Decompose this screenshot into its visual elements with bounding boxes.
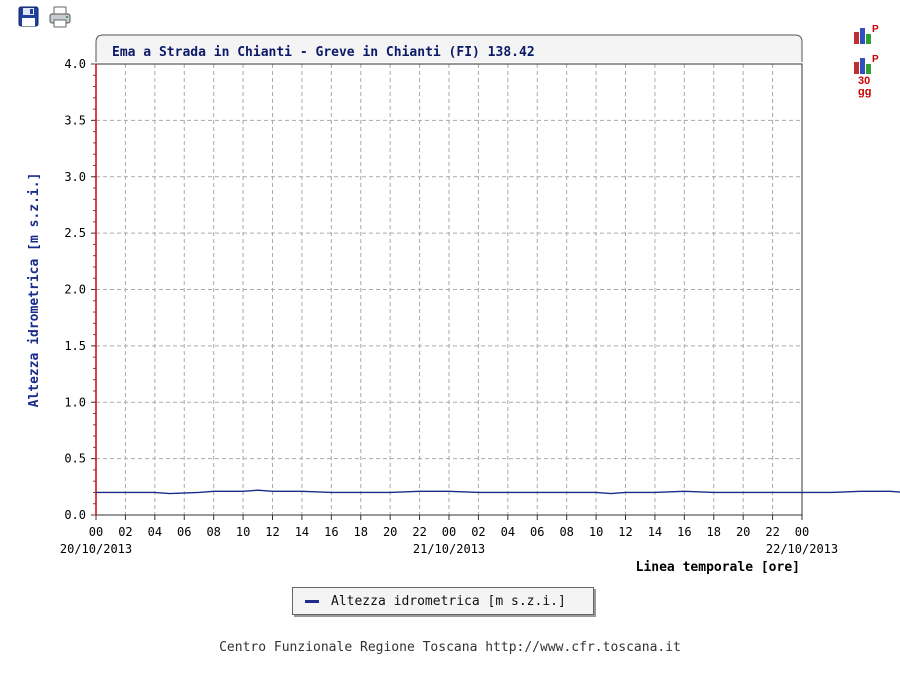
x-tick-label: 12: [618, 525, 632, 539]
x-tick-label: 04: [501, 525, 515, 539]
footer-credit: Centro Funzionale Regione Toscana http:/…: [219, 640, 681, 655]
grid-lines: [96, 64, 802, 515]
x-tick-label: 00: [795, 525, 809, 539]
x-tick-label: 16: [324, 525, 338, 539]
series-layer: [96, 489, 900, 495]
chart-title: Ema a Strada in Chianti - Greve in Chian…: [112, 45, 535, 60]
x-tick-label: 22: [765, 525, 779, 539]
superscript-p: P: [872, 24, 879, 35]
x-tick-label: 08: [206, 525, 220, 539]
y-tick-label: 4.0: [64, 57, 86, 71]
date-label: 22/10/2013: [766, 542, 838, 556]
x-tick-label: 00: [89, 525, 103, 539]
x-tick-label: 16: [677, 525, 691, 539]
x-tick-label: 12: [265, 525, 279, 539]
x-tick-label: 06: [530, 525, 544, 539]
x-tick-label: 10: [589, 525, 603, 539]
bar-chart-p-30gg-icon[interactable]: P 30 gg: [852, 52, 882, 104]
y-tick-label: 1.0: [64, 395, 86, 409]
x-tick-label: 22: [412, 525, 426, 539]
legend: Altezza idrometrica [m s.z.i.]: [292, 587, 594, 615]
y-tick-label: 2.0: [64, 283, 86, 297]
x-tick-label: 02: [118, 525, 132, 539]
x-tick-label: 20: [736, 525, 750, 539]
series-line-0: [96, 489, 900, 495]
title-tab: [95, 34, 803, 62]
x-tick-label: 00: [442, 525, 456, 539]
y-tick-label: 2.5: [64, 226, 86, 240]
save-icon[interactable]: [18, 6, 40, 28]
x-tick-label: 04: [148, 525, 162, 539]
bar-chart-p-icon[interactable]: P: [852, 22, 882, 50]
y-tick-label: 0.0: [64, 508, 86, 522]
legend-label: Altezza idrometrica [m s.z.i.]: [331, 593, 566, 609]
label-30: 30: [858, 75, 870, 87]
print-icon[interactable]: [48, 6, 71, 28]
y-tick-label: 1.5: [64, 339, 86, 353]
x-tick-label: 10: [236, 525, 250, 539]
tick-labels: 00 02 04 06 08 10 12 14 16 18 20 22 00 02 04 06 08 10 12 14…: [60, 57, 838, 556]
legend-swatch: [305, 599, 319, 603]
x-tick-label: 08: [559, 525, 573, 539]
x-tick-label: 18: [707, 525, 721, 539]
y-axis-label: Altezza idrometrica [m s.z.i.]: [27, 173, 42, 408]
x-axis-label: Linea temporale [ore]: [636, 560, 800, 575]
x-tick-label: 20: [383, 525, 397, 539]
hydrometric-chart: 00 02 04 06 08 10 12 14 16 18 20 22 00 02 04 06 08 10 12 14…: [27, 34, 900, 575]
x-tick-label: 14: [295, 525, 309, 539]
x-tick-label: 18: [354, 525, 368, 539]
y-tick-label: 3.5: [64, 113, 86, 127]
date-label: 21/10/2013: [413, 542, 485, 556]
date-label: 20/10/2013: [60, 542, 132, 556]
superscript-p-2: P: [872, 54, 879, 65]
label-gg: gg: [858, 86, 871, 98]
axes: [91, 63, 803, 520]
x-tick-label: 14: [648, 525, 662, 539]
y-tick-label: 0.5: [64, 452, 86, 466]
x-tick-label: 02: [471, 525, 485, 539]
y-tick-label: 3.0: [64, 170, 86, 184]
x-tick-label: 06: [177, 525, 191, 539]
